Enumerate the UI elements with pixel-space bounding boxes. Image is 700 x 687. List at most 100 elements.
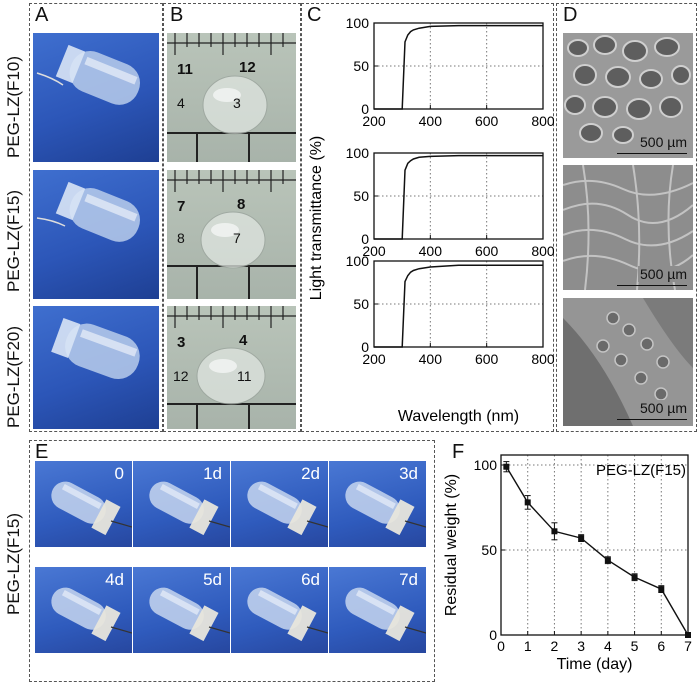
sem-scale-bar — [617, 152, 687, 154]
ruler-photo-f15: 7 8 8 7 — [167, 170, 296, 299]
y-tick-label: 100 — [474, 457, 498, 473]
panel-label-a: A — [35, 4, 49, 26]
x-tick-label: 4 — [604, 638, 612, 654]
day-label: 3d — [399, 464, 418, 483]
tube-illustration — [51, 317, 140, 380]
tube-illustration — [247, 481, 328, 536]
y-tick-label: 50 — [481, 542, 497, 558]
tube-illustration — [345, 587, 426, 642]
tube-illustration — [51, 481, 132, 536]
x-tick-label: 800 — [531, 351, 554, 367]
day-label: 1d — [203, 464, 222, 483]
x-tick-label: 400 — [419, 113, 443, 129]
data-point — [503, 463, 510, 470]
data-point — [631, 574, 638, 581]
panel-e-frame — [29, 440, 435, 682]
panel-c-frame — [301, 3, 554, 432]
ruler-photo-f10: 11 12 4 3 — [167, 33, 296, 162]
ruler-number: 12 — [173, 368, 189, 384]
tube-illustration — [149, 481, 230, 536]
ruler-number: 4 — [239, 332, 248, 349]
residual-weight-chart: 0 50 100 0 1 2 3 4 5 6 7 PEG-LZ(F15) Residual weight… — [443, 454, 692, 673]
tube-illustration — [36, 181, 141, 242]
x-tick-label: 6 — [657, 638, 665, 654]
y-tick-label: 100 — [346, 145, 370, 161]
ruler-illustration — [167, 33, 296, 162]
row-label-f10: PEG-LZ(F10) — [4, 55, 23, 158]
panel-label-b: B — [170, 4, 184, 26]
x-tick-label: 800 — [531, 243, 554, 259]
degradation-photo: 5d — [133, 567, 230, 653]
y-tick-label: 0 — [489, 627, 497, 643]
tube-photo-f20 — [33, 306, 159, 429]
x-tick-label: 1 — [524, 638, 532, 654]
sem-texture — [563, 33, 693, 158]
degradation-photo: 0 — [35, 461, 132, 547]
degradation-photo: 6d — [231, 567, 328, 653]
tube-illustration — [345, 481, 426, 536]
chart-annotation: PEG-LZ(F15) — [596, 462, 686, 479]
x-tick-label: 200 — [362, 351, 386, 367]
tube-illustration — [51, 587, 132, 642]
day-label: 0 — [114, 464, 124, 483]
sem-image-f10: 500 µm — [563, 33, 693, 158]
x-tick-label: 5 — [631, 638, 639, 654]
x-tick-label: 7 — [684, 638, 692, 654]
degradation-photo: 1d — [133, 461, 230, 547]
day-label: 5d — [203, 570, 222, 589]
day-label: 2d — [301, 464, 320, 483]
sem-image-f20: 500 µm — [563, 298, 693, 426]
plot-frame — [500, 454, 689, 636]
ruler-illustration — [167, 306, 296, 429]
x-tick-label: 400 — [419, 351, 443, 367]
ruler-number: 8 — [237, 196, 246, 213]
ruler-illustration — [167, 170, 296, 299]
ruler-number: 8 — [177, 230, 185, 246]
ruler-number: 11 — [237, 368, 252, 384]
panel-e-row-label: PEG-LZ(F15) — [4, 512, 23, 615]
ruler-number: 3 — [233, 95, 241, 111]
day-label: 7d — [399, 570, 418, 589]
tube-photo-f15 — [33, 170, 159, 299]
tube-photo-f10 — [33, 33, 159, 162]
ruler-number: 7 — [233, 230, 241, 246]
transmittance-series-line — [374, 264, 543, 348]
y-tick-label: 50 — [353, 58, 369, 74]
tube-illustration — [247, 587, 328, 642]
row-label-f15: PEG-LZ(F15) — [4, 189, 23, 292]
panel-label-e: E — [35, 441, 49, 463]
x-tick-label: 600 — [475, 243, 499, 259]
degradation-photo: 7d — [329, 567, 426, 653]
data-point — [658, 586, 665, 593]
sem-scale-label: 500 µm — [638, 134, 689, 150]
y-tick-label: 0 — [361, 101, 369, 117]
y-tick-label: 0 — [361, 231, 369, 247]
sem-scale-label: 500 µm — [638, 266, 689, 282]
x-tick-label: 600 — [475, 113, 499, 129]
y-tick-label: 100 — [346, 15, 370, 31]
y-tick-label: 0 — [361, 339, 369, 355]
x-tick-label: 200 — [362, 243, 386, 259]
x-tick-label: 800 — [531, 113, 554, 129]
ruler-number: 12 — [239, 59, 256, 76]
tube-illustration — [36, 44, 141, 105]
tube-illustration — [149, 587, 230, 642]
y-axis-label: Light transmittance (%) — [308, 136, 325, 301]
x-axis-label: Wavelength (nm) — [398, 408, 519, 425]
ruler-photo-f20: 3 4 12 11 — [167, 306, 296, 429]
panel-d-frame — [556, 3, 697, 432]
degradation-photo: 2d — [231, 461, 328, 547]
y-axis-label: Residual weight (%) — [443, 474, 460, 616]
data-point — [524, 499, 531, 506]
day-label: 4d — [105, 570, 124, 589]
row-label-f20: PEG-LZ(F20) — [4, 325, 23, 428]
ruler-number: 11 — [177, 61, 193, 78]
degradation-photo: 4d — [35, 567, 132, 653]
panel-label-c: C — [307, 4, 322, 26]
panel-a-frame — [29, 3, 163, 432]
transmittance-series-line — [374, 154, 543, 240]
y-tick-label: 50 — [353, 296, 369, 312]
panel-b-frame — [163, 3, 301, 432]
panel-label-f: F — [452, 441, 465, 463]
data-point — [551, 528, 558, 535]
